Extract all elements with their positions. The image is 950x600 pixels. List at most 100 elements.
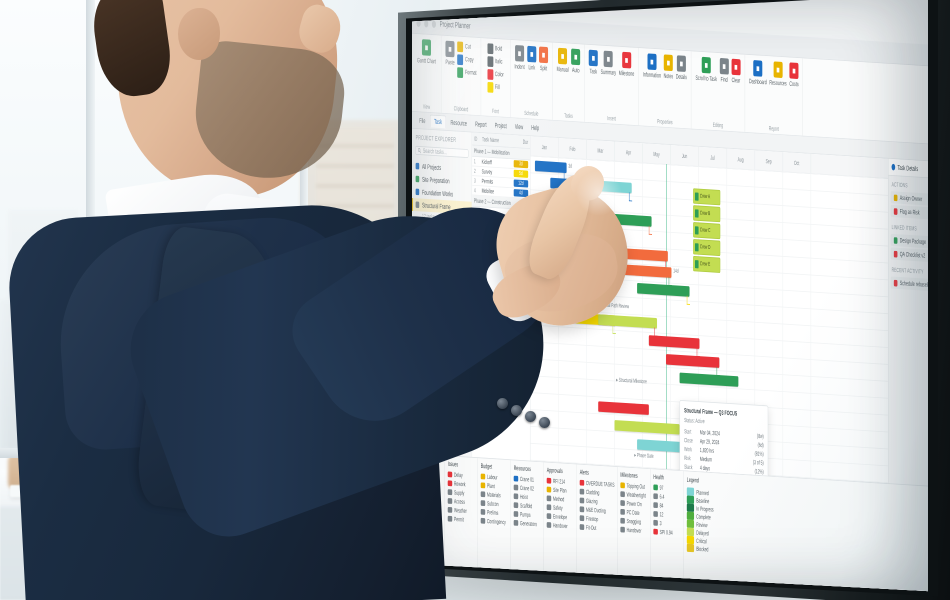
tab-project[interactable]: Project [494,121,507,130]
ribbon-button-gantt[interactable]: ■ Gantt Chart [417,39,436,66]
ribbon-button-summary[interactable]: ■ Summary [601,50,616,77]
task-table-body[interactable]: Phase 1 — Mobilisation 1 Kickoff 3d 2 Survey 5… [472,145,530,307]
bottom-panel-row[interactable]: 6.4 [653,493,680,502]
timeline-month-oct[interactable]: Oct [782,152,812,174]
ribbon-button-resource[interactable]: ■ Resources [769,61,787,88]
tab-resource[interactable]: Resource [450,118,467,128]
ribbon-button-dashboard[interactable]: ■ Dashboard [749,60,767,87]
ribbon-button-indent[interactable]: ■ Indent [515,45,525,71]
bottom-panel-row[interactable]: Scaffold [513,501,541,510]
details-item-schedule-rebaselined[interactable]: Schedule rebaselined [890,276,928,292]
bottom-panel-row[interactable]: Crane 01 [513,475,541,484]
tab-file[interactable]: File [419,116,426,125]
ribbon-button-cost[interactable]: ■ Costs [789,62,799,88]
bottom-panel-row[interactable]: Plant [480,482,508,491]
timeline-month-jul[interactable]: Jul [698,146,728,168]
bottom-panel-row[interactable]: T. Novak [414,495,442,504]
bottom-panel-row[interactable]: Permit [447,515,475,524]
ribbon-button-link[interactable]: ■ Link [527,45,537,72]
bottom-panel-row[interactable]: RFI 214 [546,477,574,486]
timeline-month-jan[interactable]: Jan [530,136,559,158]
bottom-panel-row[interactable]: M&E Ducting [579,506,615,515]
timeline-month-feb[interactable]: Feb [558,137,587,160]
bottom-panel-row[interactable]: Prelims [480,508,508,517]
bottom-panel-row[interactable]: S. Chen [414,513,442,522]
bottom-panel-row[interactable]: Handover [546,521,574,530]
bottom-panel-row[interactable]: Supply [447,488,475,497]
ribbon-button-fill[interactable]: Fill [487,81,503,93]
timeline-month-apr[interactable]: Apr [614,141,643,163]
bottom-panel-row[interactable]: Subcon [480,499,508,508]
task-info-card[interactable]: Structural Frame — Q3 FOCUS Status: Acti… [679,399,769,484]
bottom-panel-row[interactable]: Weather [447,506,475,515]
bottom-panel-row[interactable]: Crane 02 [513,484,541,493]
bottom-panel-row[interactable]: SPI 0.94 [653,528,680,537]
sidebar-footer-list[interactable]: Baseline v4 Archive [412,337,472,367]
crew-card-stack[interactable]: Crew A Crew B Crew C Crew D Crew E [693,188,721,274]
bottom-panel-row[interactable]: OVERDUE TASKS [579,479,614,488]
tab-task[interactable]: Task [429,114,446,129]
bottom-panel-row[interactable]: Firestop [579,514,615,523]
sidebar-item-list[interactable]: All Projects Site Preparation Foundation W… [412,159,472,331]
bottom-panel-row[interactable]: D. Fraser [414,486,442,495]
bottom-panel-row[interactable]: Topping Out [620,482,647,491]
project-explorer-sidebar[interactable]: Project Explorer Search tasks... All Pro… [412,128,473,526]
bottom-panel-row[interactable]: Pumps [513,510,541,519]
tab-help[interactable]: Help [531,123,540,132]
crew-card[interactable]: Crew C [693,222,721,240]
timeline-month-may[interactable]: May [642,143,671,165]
ribbon-button-font-color[interactable]: Color [487,69,504,80]
timeline-month-mar[interactable]: Mar [586,139,615,161]
bottom-panel-row[interactable]: Method [546,495,574,504]
bottom-panel-row[interactable]: PC Date [620,508,647,517]
crew-card[interactable]: Crew A [693,188,721,206]
search-input[interactable]: Search tasks... [415,145,469,159]
ribbon-button-notes[interactable]: ■ Notes [664,54,673,80]
crew-card[interactable]: Crew D [693,239,721,257]
bottom-panel-row[interactable]: Envelope [546,512,574,521]
bottom-panel-row[interactable]: K. Olsen [414,477,442,486]
bottom-panel-row[interactable]: Hoist [513,493,541,502]
ribbon-button-italic[interactable]: Italic [487,56,503,68]
crew-card[interactable]: Crew B [693,205,721,223]
ribbon-button-bold[interactable]: Bold [487,43,503,55]
bottom-panel-row[interactable]: M. Reyes [414,469,442,478]
bottom-panel-row[interactable]: Generators [513,519,541,528]
tab-report[interactable]: Report [475,119,487,129]
ribbon-button-split[interactable]: ■ Split [539,46,549,73]
timeline-month-jun[interactable]: Jun [670,145,700,167]
details-panel[interactable]: Task Details Actions Assign Owner Flag as … [887,158,928,487]
ribbon-button-manual[interactable]: ■ Manual [557,47,569,74]
bottom-panel-row[interactable]: Snagging [620,517,647,526]
ribbon-button-milestone[interactable]: ■ Milestone [619,51,634,79]
ribbon-button-copy[interactable]: Copy [457,54,476,66]
bottom-panel-row[interactable]: Materials [480,490,508,499]
task-table[interactable]: ID Task Name Dur Phase 1 — Mobilisation 1 Ki… [472,132,531,461]
timeline-month-aug[interactable]: Aug [726,148,756,170]
ribbon-button-add-task[interactable]: ■ Task [588,49,598,76]
bottom-panel-row[interactable]: Contingency [480,517,508,526]
tab-view[interactable]: View [514,122,524,131]
ribbon-button-paste[interactable]: ■ Paste [445,40,455,67]
ribbon-button-auto[interactable]: ■ Auto [571,48,581,75]
ribbon-button-scroll[interactable]: ■ Scroll to Task [695,56,717,83]
bottom-panel-row[interactable]: 97 [653,484,680,493]
bottom-panel-row[interactable]: Weathertight [620,490,647,499]
gantt-bar-kickoff[interactable]: 3d [534,160,572,174]
application-surface[interactable]: Project Planner ■ Gantt Chart View ■ Paste Cu… [412,12,928,592]
bottom-panel-row[interactable]: 84 [653,501,680,510]
bottom-panel-row[interactable]: Labour [480,473,508,482]
ribbon-button-info[interactable]: ■ Information [643,53,661,80]
timeline-month-sep[interactable]: Sep [754,150,784,172]
details-panel-body[interactable]: Actions Assign Owner Flag as Risk Linked It… [888,176,928,294]
bottom-panel-row[interactable]: 3 [653,519,680,528]
crew-card[interactable]: Crew E [693,255,721,273]
ribbon-button-search[interactable]: ■ Find [719,57,729,84]
bottom-panel-row[interactable]: 12 [653,510,680,519]
bottom-panel-row[interactable]: Delay [447,471,475,480]
bottom-panel-row[interactable]: Handover [620,526,647,535]
ribbon-button-details[interactable]: ■ Details [676,55,687,81]
bottom-panel-row[interactable]: Site Plan [546,486,574,495]
bottom-panel-row[interactable]: Power On [620,499,647,508]
